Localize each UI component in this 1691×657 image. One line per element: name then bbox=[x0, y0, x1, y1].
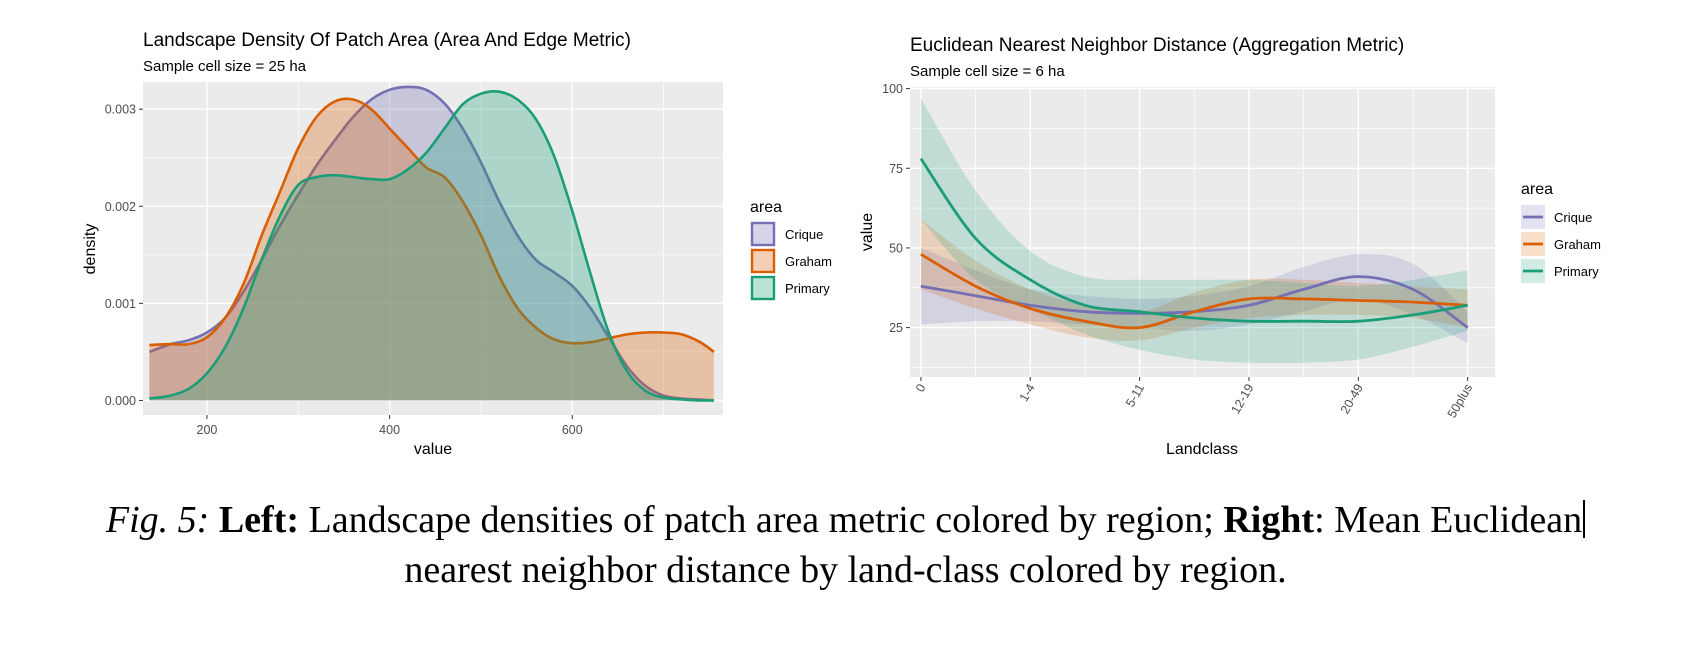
smooth-line-graham bbox=[920, 253, 1468, 330]
legend-key-graham bbox=[750, 248, 776, 274]
right-chart-smooth-lines bbox=[919, 157, 1469, 330]
figure: Landscape Density Of Patch Area (Area An… bbox=[82, 30, 1601, 458]
y-tick-label: 0.003 bbox=[105, 103, 136, 117]
y-tick-label: 25 bbox=[889, 321, 903, 335]
caption-line-2: nearest neighbor distance by land-class … bbox=[404, 549, 1287, 591]
left-chart-x-ticks: 200 400 600 bbox=[197, 415, 583, 437]
y-tick-label: 0.001 bbox=[105, 297, 136, 311]
legend-label-primary: Primary bbox=[1554, 264, 1599, 279]
left-legend-title: area bbox=[750, 199, 782, 216]
legend-label-crique: Crique bbox=[785, 227, 823, 242]
y-tick-label: 0.000 bbox=[105, 394, 136, 408]
right-legend-title: area bbox=[1521, 181, 1553, 198]
ribbon-crique bbox=[920, 247, 1468, 344]
density-area-primary bbox=[149, 91, 714, 401]
left-chart-subtitle: Sample cell size = 25 ha bbox=[143, 58, 307, 75]
caption-right-text: : Mean Euclidean bbox=[1314, 499, 1583, 541]
nearest-neighbor-chart: Euclidean Nearest Neighbor Distance (Agg… bbox=[859, 35, 1601, 458]
left-chart-y-ticks: 0.000 0.001 0.002 0.003 bbox=[105, 103, 143, 408]
x-tick-label: 5-11 bbox=[1123, 381, 1147, 409]
density-area-graham bbox=[149, 98, 714, 401]
left-chart-x-axis-label: value bbox=[414, 441, 452, 458]
x-tick-label: 12-19 bbox=[1228, 381, 1256, 416]
right-chart-confidence-ribbons bbox=[920, 98, 1468, 364]
ribbon-graham bbox=[920, 219, 1468, 341]
left-chart-grid bbox=[115, 82, 723, 415]
legend-key-crique bbox=[750, 221, 776, 247]
ribbon-primary bbox=[920, 98, 1468, 364]
right-chart-x-axis-label: Landclass bbox=[1166, 441, 1238, 458]
text-cursor bbox=[1583, 500, 1586, 538]
right-chart-y-axis-label: value bbox=[859, 213, 876, 251]
right-chart-title: Euclidean Nearest Neighbor Distance (Agg… bbox=[910, 35, 1404, 56]
right-chart-subtitle: Sample cell size = 6 ha bbox=[910, 63, 1065, 80]
x-tick-label: 600 bbox=[562, 423, 583, 437]
y-tick-label: 50 bbox=[889, 241, 903, 255]
caption-right-label: Right bbox=[1223, 499, 1315, 541]
right-chart-legend: area Crique Graham Primary bbox=[1521, 181, 1601, 283]
left-chart-legend: area Crique Graham Primary bbox=[750, 199, 832, 301]
y-tick-label: 0.002 bbox=[105, 200, 136, 214]
density-area-crique bbox=[149, 86, 714, 401]
x-tick-label: 20-49 bbox=[1338, 381, 1366, 416]
density-line-crique bbox=[148, 85, 714, 402]
caption-line-1: Fig. 5: Left: Landscape densities of pat… bbox=[0, 495, 1691, 545]
y-tick-label: 75 bbox=[889, 162, 903, 176]
right-chart-y-ticks: 25 50 75 100 bbox=[882, 82, 910, 335]
legend-label-primary: Primary bbox=[785, 281, 830, 296]
figure-caption: Fig. 5: Left: Landscape densities of pat… bbox=[0, 495, 1691, 595]
caption-left-label: Left: bbox=[218, 499, 299, 541]
legend-key-primary bbox=[750, 275, 776, 301]
legend-label-graham: Graham bbox=[785, 254, 832, 269]
x-tick-label: 200 bbox=[197, 423, 218, 437]
x-tick-label: 400 bbox=[379, 423, 400, 437]
x-tick-label: 50plus bbox=[1445, 382, 1476, 421]
right-chart-panel bbox=[910, 87, 1495, 377]
density-chart: Landscape Density Of Patch Area (Area An… bbox=[82, 30, 832, 458]
smooth-line-primary bbox=[919, 157, 1468, 324]
caption-fig-label: Fig. 5: bbox=[105, 499, 210, 541]
legend-label-crique: Crique bbox=[1554, 210, 1592, 225]
left-chart-title: Landscape Density Of Patch Area (Area An… bbox=[143, 30, 631, 51]
density-line-primary bbox=[149, 89, 714, 402]
left-chart-density-areas bbox=[148, 85, 715, 402]
caption-left-text: Landscape densities of patch area metric… bbox=[299, 499, 1224, 541]
legend-label-graham: Graham bbox=[1554, 237, 1601, 252]
left-chart-y-axis-label: density bbox=[82, 224, 99, 275]
right-chart-x-ticks: 0 1-4 5-11 12-19 20-49 50plus bbox=[913, 377, 1475, 420]
left-chart-panel bbox=[143, 82, 723, 415]
density-line-graham bbox=[149, 97, 715, 353]
x-tick-label: 0 bbox=[913, 381, 929, 394]
x-tick-label: 1-4 bbox=[1017, 381, 1038, 404]
y-tick-label: 100 bbox=[882, 82, 903, 96]
